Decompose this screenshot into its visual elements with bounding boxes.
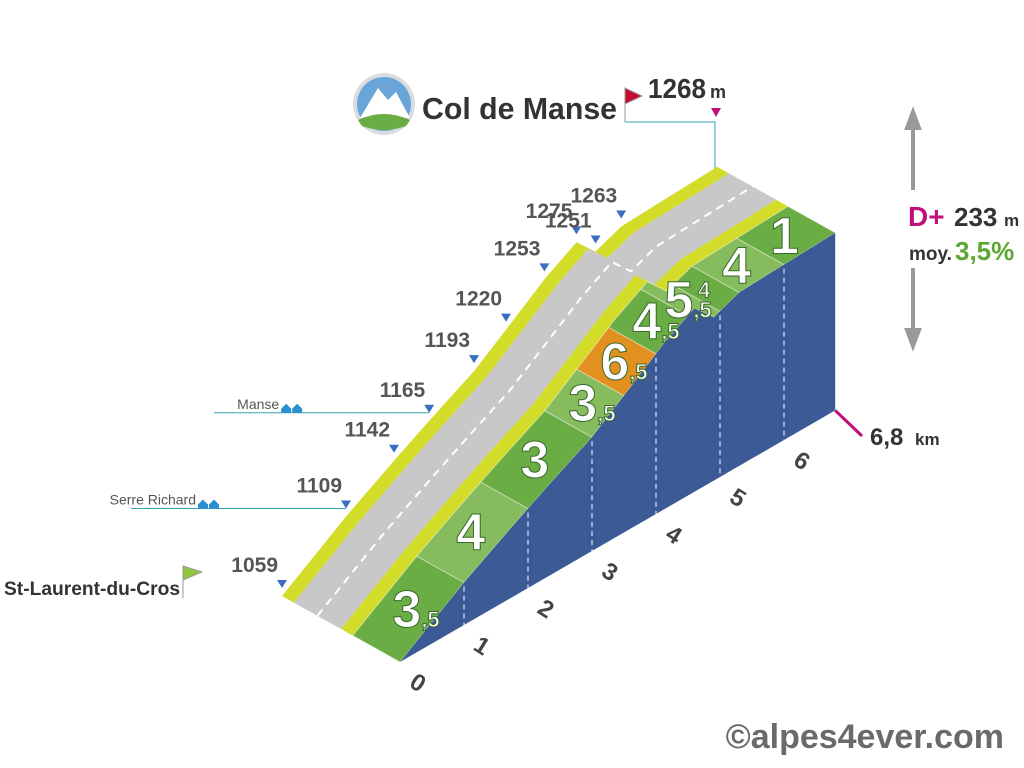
- road: [293, 173, 777, 629]
- average-value: 3,5%: [955, 236, 1014, 266]
- gain-value: 233: [954, 202, 997, 232]
- gradient-label: 4: [722, 237, 751, 295]
- road-centerline: [316, 185, 754, 617]
- spot-height-label: 1193: [424, 329, 470, 352]
- road-edge: [341, 199, 788, 636]
- spot-height-label: 1059: [231, 554, 278, 577]
- gradient-label: 4,5: [632, 293, 679, 351]
- x-tick-label: 5: [725, 483, 751, 513]
- summit-flag: [624, 87, 644, 122]
- gradient-label: 4: [456, 504, 485, 562]
- gradient-label: 4: [698, 278, 711, 303]
- gradient-label: 3,5: [568, 375, 615, 433]
- start-flag: [182, 565, 204, 598]
- road-edge: [282, 166, 729, 603]
- gradient-label: 6,5: [600, 334, 647, 392]
- spot-height-label: 1253: [494, 237, 541, 260]
- spot-height-label: 1220: [455, 288, 502, 311]
- place-name: Manse: [237, 396, 279, 412]
- spot-height-marker: [341, 500, 351, 509]
- spot-height-marker: [469, 355, 479, 364]
- spot-height-label: 1251: [545, 210, 592, 233]
- title: Col de Manse: [422, 91, 617, 126]
- distance-value: 6,8: [870, 424, 903, 451]
- spot-height-marker: [389, 444, 399, 453]
- gain-label: D+: [908, 201, 945, 232]
- spot-height-label: 1142: [344, 419, 390, 442]
- start-name: St-Laurent-du-Cros: [4, 579, 180, 600]
- gain-unit: m: [1004, 211, 1019, 230]
- distance-unit: km: [915, 430, 940, 449]
- place-icon: [281, 403, 303, 413]
- credit: ©alpes4ever.com: [726, 718, 1004, 756]
- spot-height-label: 1263: [570, 185, 617, 208]
- spot-height-label: 1275: [526, 200, 573, 223]
- gain-panel: [904, 106, 922, 352]
- spot-height-marker: [539, 263, 550, 272]
- summit-elevation: 1268: [648, 73, 706, 104]
- place-icon: [198, 499, 219, 509]
- spot-height-label: 1165: [380, 379, 426, 402]
- x-tick-label: 6: [789, 446, 815, 476]
- spot-height-marker: [277, 580, 287, 588]
- gradient-label: 1: [770, 207, 799, 265]
- spot-height-marker: [424, 404, 435, 413]
- x-tick-label: 3: [597, 557, 623, 587]
- x-tick-label: 4: [661, 520, 687, 550]
- x-tick-label: 1: [469, 631, 495, 661]
- spot-height-label: 1109: [296, 475, 342, 498]
- summit-leader: [625, 121, 716, 185]
- gradient-label: 3: [520, 431, 549, 489]
- x-tick-label: 0: [405, 668, 431, 698]
- spot-height-marker: [501, 313, 511, 322]
- title-icon: [353, 73, 415, 135]
- distance-leader: [834, 409, 864, 438]
- x-tick-label: 2: [533, 594, 559, 624]
- spot-height-marker: [590, 235, 601, 244]
- front-face: [400, 232, 836, 662]
- gradient-label: 5,5: [664, 272, 711, 330]
- average-label: moy.: [909, 244, 952, 265]
- summit-marker: [711, 108, 721, 117]
- spot-height-marker: [571, 226, 582, 235]
- place-name: Serre Richard: [110, 492, 196, 508]
- gradient-label: 3,5: [392, 581, 439, 639]
- summit-unit: m: [710, 82, 726, 102]
- spot-height-marker: [616, 210, 627, 219]
